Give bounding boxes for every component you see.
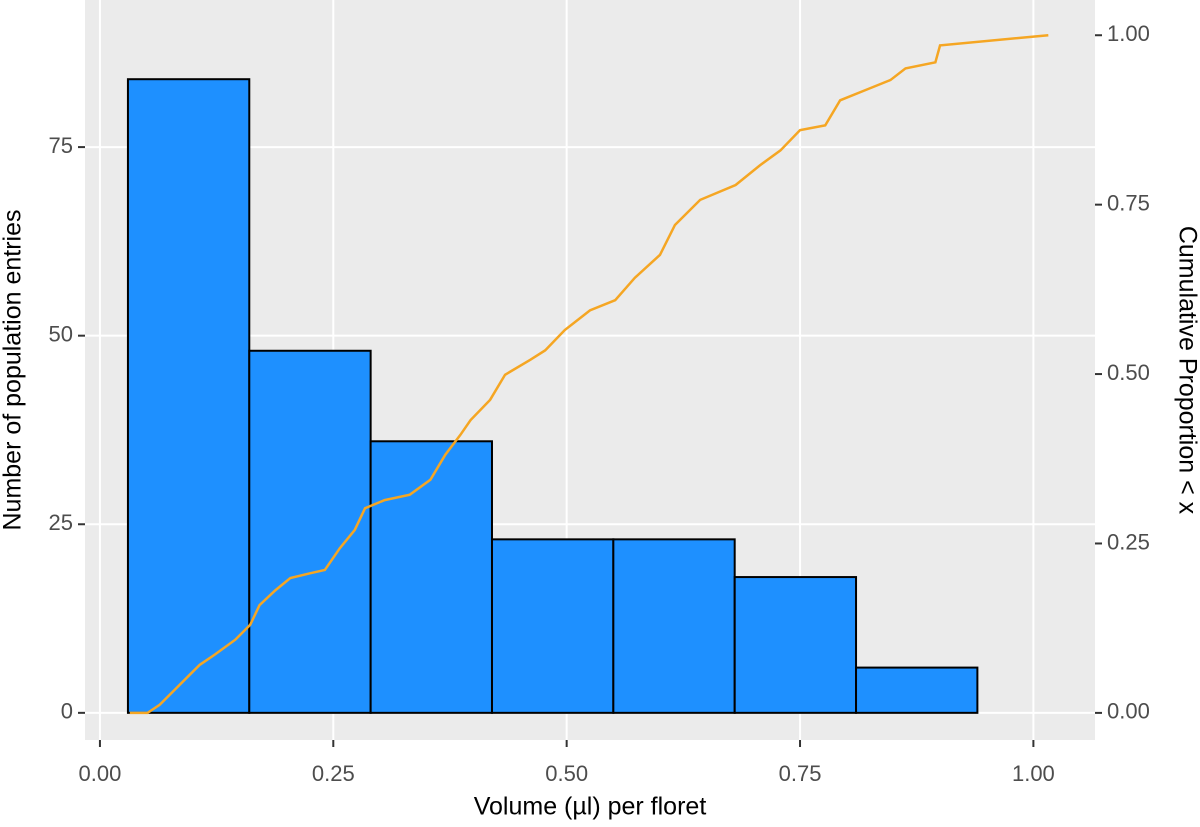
y2-tick-label: 1.00 [1107, 21, 1150, 46]
x-tick-label: 0.50 [545, 761, 588, 786]
bar [855, 666, 979, 714]
x-tick-label: 0.25 [312, 761, 355, 786]
y2-axis-title: Cumulative Proportion < x [1173, 226, 1200, 515]
y-tick-label: 25 [49, 510, 73, 535]
bar [126, 78, 251, 714]
cumulative-line [129, 33, 1049, 715]
x-tick-label: 0.75 [779, 761, 822, 786]
x-tick-label: 1.00 [1012, 761, 1055, 786]
bar [612, 538, 736, 714]
y2-tick-label: 0.00 [1107, 699, 1150, 724]
y-tick-label: 0 [61, 699, 73, 724]
bar [248, 349, 372, 714]
y-tick-label: 75 [49, 133, 73, 158]
y2-tick-label: 0.75 [1107, 190, 1150, 215]
y-axis-title: Number of population entries [0, 209, 27, 530]
bar [490, 538, 615, 714]
y-tick-label: 50 [49, 321, 73, 346]
x-axis-title: Volume (µl) per floret [474, 793, 707, 821]
bar [369, 440, 493, 714]
y2-tick-label: 0.25 [1107, 529, 1150, 554]
bar [733, 576, 858, 714]
x-tick-label: 0.00 [79, 761, 122, 786]
y2-tick-label: 0.50 [1107, 360, 1150, 385]
